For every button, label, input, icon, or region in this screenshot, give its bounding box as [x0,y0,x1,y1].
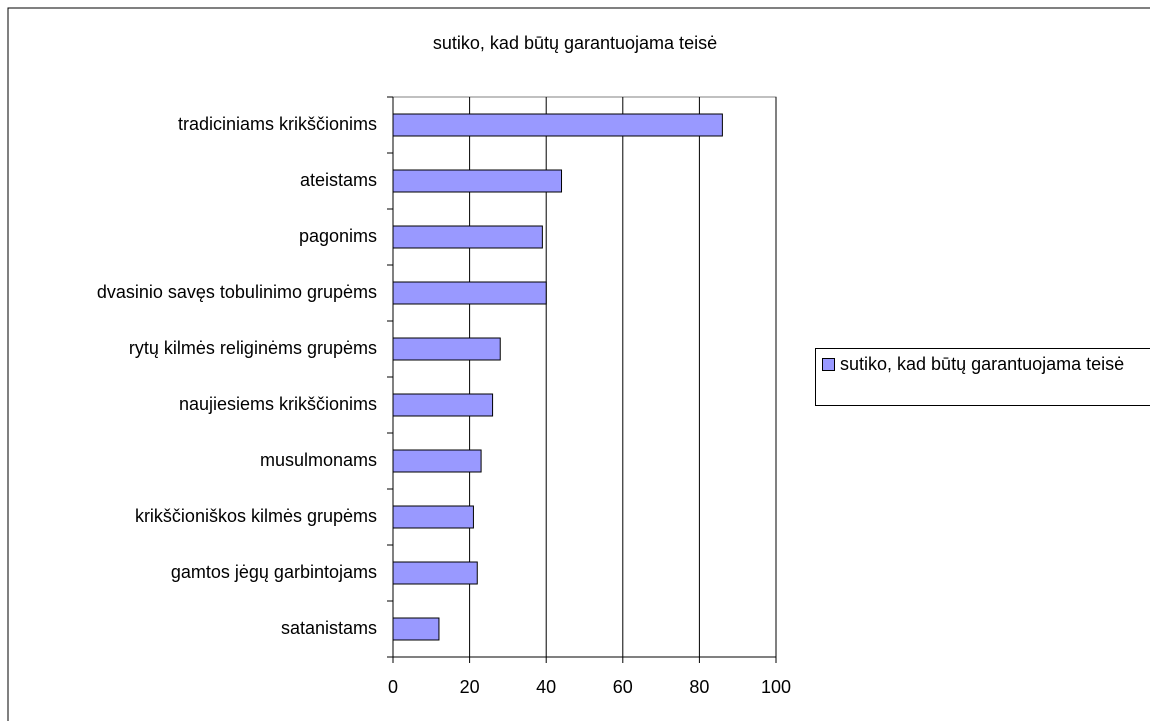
chart-title: sutiko, kad būtų garantuojama teisė [433,33,717,53]
y-tick-label: musulmonams [260,450,377,470]
y-tick-label: dvasinio savęs tobulinimo grupėms [97,282,377,302]
x-tick-label: 100 [761,677,791,697]
bar [392,449,482,473]
y-tick-label: rytų kilmės religinėms grupėms [129,338,377,358]
y-tick-label: gamtos jėgų garbintojams [171,562,377,582]
x-tick-label: 40 [536,677,556,697]
bar [392,169,563,193]
bar [392,113,723,137]
bar [392,281,547,305]
x-tick-label: 60 [613,677,633,697]
y-tick-label: naujiesiems krikščionims [179,394,377,414]
bar [392,561,478,585]
x-tick-label: 80 [689,677,709,697]
bar [392,225,543,249]
legend: sutiko, kad būtų garantuojama teisė [815,348,1150,406]
y-tick-label: satanistams [281,618,377,638]
bar [392,393,494,417]
y-tick-label: krikščioniškos kilmės grupėms [135,506,377,526]
y-tick-label: ateistams [300,170,377,190]
y-tick-label: pagonims [299,226,377,246]
legend-label: sutiko, kad būtų garantuojama teisė [840,354,1125,374]
legend-swatch [822,358,835,371]
y-tick-label: tradiciniams krikščionims [178,114,377,134]
x-tick-label: 0 [388,677,398,697]
bar [392,617,440,641]
bar [392,505,474,529]
bar [392,337,501,361]
x-tick-label: 20 [460,677,480,697]
